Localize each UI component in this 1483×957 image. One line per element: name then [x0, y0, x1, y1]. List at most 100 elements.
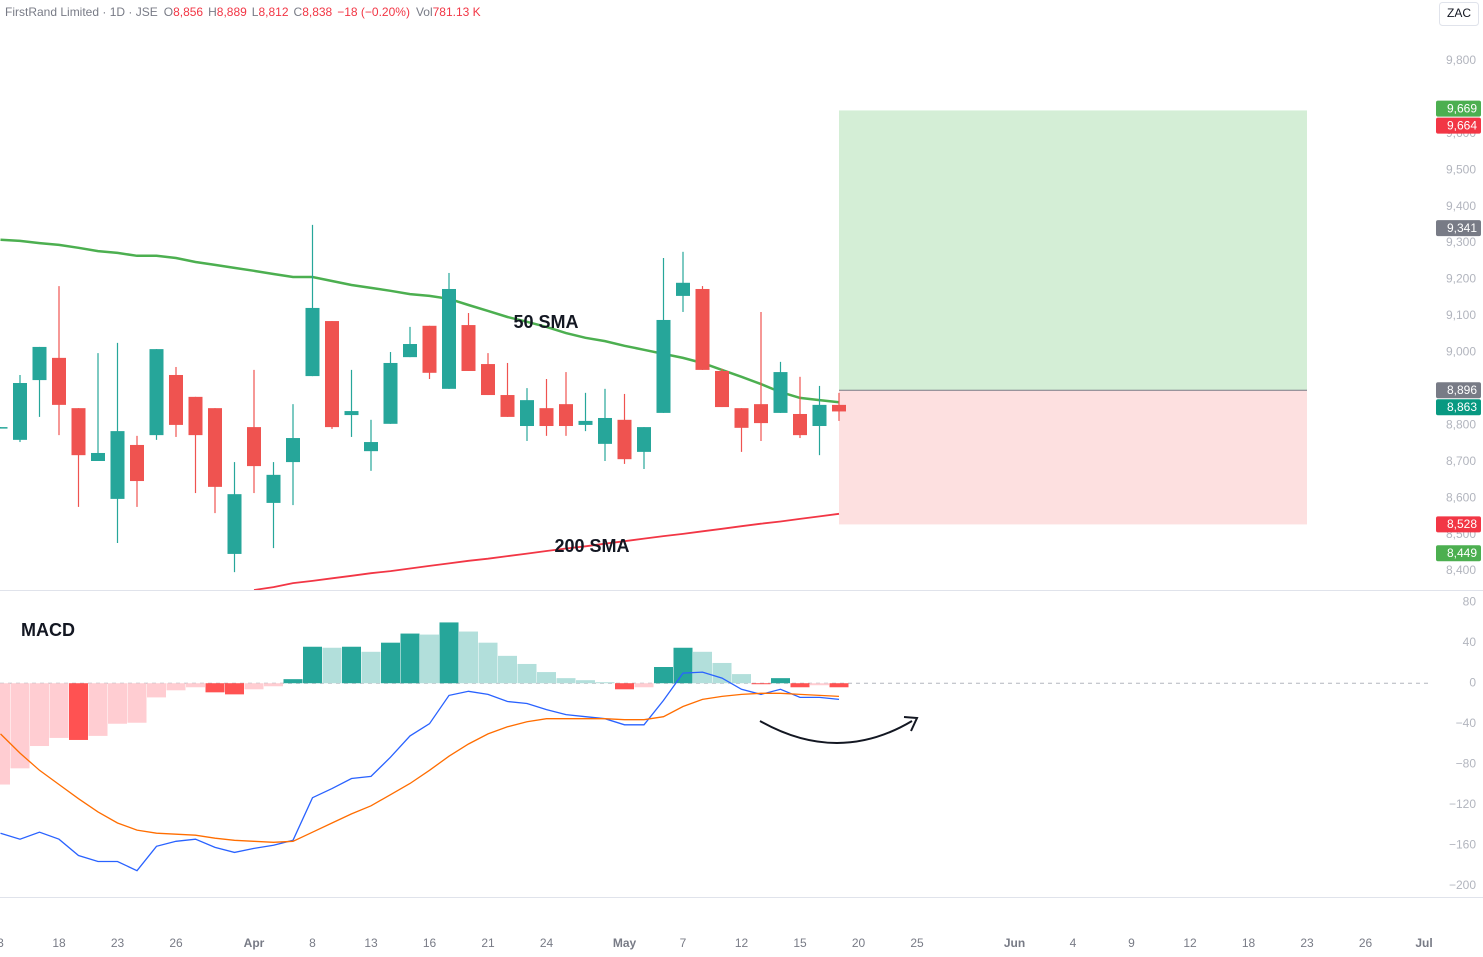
x-tick-label: 25 — [910, 936, 924, 950]
currency: ZAC — [1447, 6, 1471, 20]
price-badge-label: 9,669 — [1447, 101, 1477, 115]
candle-body — [325, 321, 339, 428]
ohlc-label: O — [164, 5, 173, 19]
histogram-bar — [439, 622, 459, 684]
candle-body — [383, 362, 398, 424]
x-tick-label: 23 — [111, 936, 125, 950]
candle-body — [91, 452, 105, 461]
y-tick-label: 9,500 — [1446, 162, 1476, 176]
candle-body — [754, 404, 768, 424]
histogram-bar — [88, 683, 108, 736]
price-pane: 50 SMA 200 SMA — [0, 110, 1307, 590]
y-tick-label: 8,800 — [1446, 417, 1476, 431]
candle-body — [13, 383, 27, 440]
candle-body — [617, 419, 632, 460]
y-tick-label: 8,700 — [1446, 454, 1476, 468]
x-tick-label: 4 — [1070, 936, 1077, 950]
arrow — [759, 720, 913, 744]
candle-body — [130, 444, 144, 482]
ohlc-value: 8,856 — [173, 5, 203, 19]
sma-line — [0, 238, 840, 404]
histogram-bar — [712, 662, 732, 684]
x-tick-label: 12 — [1183, 936, 1197, 950]
x-tick-label: 12 — [735, 936, 749, 950]
stop-zone — [839, 390, 1307, 525]
histogram-bar — [244, 683, 264, 690]
histogram-bar — [381, 642, 400, 684]
target-zone — [839, 110, 1307, 391]
candle-body — [773, 372, 788, 413]
price-badge — [1436, 117, 1481, 134]
y-tick-label: −160 — [1449, 837, 1476, 851]
axis-layer: 9,8009,6009,5009,4009,3009,2009,1009,000… — [0, 53, 1481, 950]
y-tick-label: 9,100 — [1446, 308, 1476, 322]
x-tick-label: 15 — [793, 936, 807, 950]
x-tick-label: 20 — [852, 936, 866, 950]
candle-body — [344, 411, 359, 416]
price-badge — [1436, 382, 1481, 399]
x-tick-label: 26 — [1359, 936, 1373, 950]
candle-body — [598, 417, 612, 444]
ohlc-value: 8,838 — [302, 5, 332, 19]
histogram-bar — [186, 683, 205, 688]
candle-body — [403, 344, 417, 358]
x-tick-label: Jul — [1415, 936, 1432, 950]
header: FirstRand Limited · 1D · JSE O8,856 H8,889… — [5, 5, 481, 19]
histogram-bar — [342, 646, 361, 684]
histogram-bar — [829, 683, 849, 688]
y-tick-label: −80 — [1456, 756, 1477, 770]
ohlc-label: H — [208, 5, 217, 19]
arrow-head — [903, 716, 919, 732]
histogram-bar — [478, 642, 498, 684]
histogram-bar — [283, 679, 303, 684]
candle-body — [559, 404, 573, 427]
x-tick-label: 24 — [540, 936, 554, 950]
histogram-bar — [771, 678, 790, 684]
currency-box — [1439, 2, 1479, 26]
histogram-bar — [361, 651, 381, 684]
x-tick-label: Jun — [1004, 936, 1025, 950]
change: −18 (−0.20%) — [337, 5, 410, 19]
candle-body — [539, 408, 554, 427]
price-badge-label: 9,341 — [1447, 221, 1477, 235]
histogram-bar — [303, 646, 322, 684]
candle-body — [364, 442, 378, 452]
y-tick-label: 9,300 — [1446, 235, 1476, 249]
candle-body — [500, 395, 515, 417]
histogram-bar — [576, 680, 595, 684]
histogram-bar — [595, 682, 615, 684]
y-tick-label: 9,000 — [1446, 345, 1476, 359]
ohlc-value: 8,889 — [217, 5, 247, 19]
x-tick-label: 16 — [423, 936, 437, 950]
histogram-bar — [166, 683, 186, 691]
candle-body — [793, 413, 807, 436]
histogram-bar — [654, 667, 673, 684]
candle-body — [832, 404, 846, 412]
x-tick-label: 21 — [481, 936, 495, 950]
histogram-bar — [517, 663, 537, 684]
candle-body — [422, 325, 437, 373]
candle-body — [637, 427, 651, 452]
y-tick-label: −40 — [1456, 716, 1477, 730]
ohlc-value: 8,812 — [258, 5, 288, 19]
x-tick-label: 7 — [680, 936, 687, 950]
histogram-bar — [732, 674, 751, 684]
histogram-bar — [0, 683, 10, 785]
candle-body — [676, 282, 690, 296]
y-tick-label: 40 — [1463, 635, 1477, 649]
candle-body — [695, 288, 710, 370]
histogram-bar — [615, 683, 634, 690]
candle-body — [481, 364, 495, 396]
header-title: FirstRand Limited · 1D · JSE — [5, 5, 158, 19]
candle-body — [442, 288, 456, 389]
candle-body — [71, 408, 86, 456]
macd-line — [0, 692, 840, 843]
candle-body — [520, 400, 534, 427]
price-badge — [1436, 399, 1481, 416]
candle-body — [656, 319, 671, 413]
y-tick-label: 9,400 — [1446, 199, 1476, 213]
candle-body — [286, 438, 300, 463]
candle-body — [266, 474, 281, 503]
candle-body — [110, 431, 125, 499]
